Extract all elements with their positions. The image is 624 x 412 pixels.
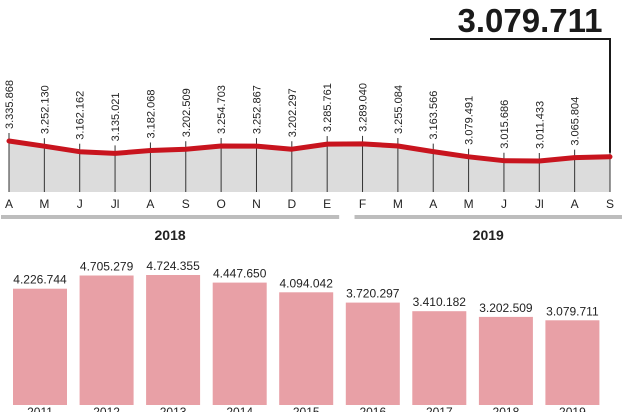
value-label: 3.015.686	[499, 100, 511, 149]
bar-value-label: 3.202.509	[479, 301, 533, 315]
year-tick-label: 2019	[559, 405, 586, 412]
month-tick-label: M	[39, 197, 49, 211]
month-tick-label: J	[77, 197, 83, 211]
year-tick-label: 2016	[359, 405, 386, 412]
month-tick-label: A	[429, 197, 437, 211]
year-tick-label: 2018	[493, 405, 520, 412]
value-label: 3.289.040	[358, 83, 370, 132]
month-tick-label: Jl	[111, 197, 120, 211]
year-bar	[79, 275, 134, 405]
month-tick-label: F	[359, 197, 366, 211]
data-point	[396, 144, 400, 148]
month-tick-label: N	[252, 197, 261, 211]
value-label: 3.255.084	[393, 85, 405, 134]
yearly-bar-chart: 4.226.744 2011 4.705.279 2012 4.724.355 2013 4…	[13, 259, 600, 412]
month-tick-label: A	[5, 197, 13, 211]
value-label: 3.135.021	[110, 92, 122, 141]
data-point	[290, 147, 294, 151]
value-label: 3.011.433	[534, 101, 546, 149]
data-point	[42, 144, 46, 148]
year-tick-label: 2015	[293, 405, 320, 412]
data-point	[7, 139, 11, 143]
value-label: 3.162.162	[75, 91, 87, 140]
bar-value-label: 4.705.279	[80, 260, 134, 274]
data-point	[431, 150, 435, 154]
year-bar	[146, 275, 201, 405]
data-point	[502, 159, 506, 163]
data-point	[361, 142, 365, 146]
data-point	[537, 159, 541, 163]
bar-value-label: 3.720.297	[346, 287, 400, 301]
month-tick-label: S	[606, 197, 614, 211]
value-label: 3.335.868	[4, 80, 16, 129]
data-point	[78, 150, 82, 154]
series-line	[6, 138, 613, 164]
year-label: 2019	[473, 227, 504, 243]
data-point	[608, 155, 612, 159]
value-label: 3.163.566	[428, 91, 440, 140]
year-tick-label: 2011	[27, 405, 53, 412]
year-tick-label: 2013	[160, 405, 187, 412]
value-label: 3.079.491	[464, 96, 476, 145]
data-point	[113, 151, 117, 155]
bar-value-label: 3.410.182	[413, 295, 467, 309]
month-tick-label: A	[146, 197, 154, 211]
data-point	[467, 155, 471, 159]
month-tick-label: S	[182, 197, 190, 211]
year-bar	[345, 302, 400, 405]
year-label: 2018	[155, 227, 186, 243]
year-tick-label: 2014	[226, 405, 253, 412]
month-tick-label: J	[501, 197, 507, 211]
headline-value: 3.079.711	[458, 2, 603, 39]
year-band	[1, 215, 340, 219]
value-label: 3.252.867	[251, 85, 263, 134]
month-tick-label: E	[323, 197, 331, 211]
headline-connector	[430, 38, 611, 153]
month-tick-label: A	[571, 197, 579, 211]
value-label: 3.202.509	[181, 88, 193, 137]
data-point	[219, 144, 223, 148]
year-bar	[279, 292, 334, 405]
data-point	[573, 156, 577, 160]
value-label: 3.202.297	[287, 88, 299, 137]
bar-value-label: 4.447.650	[213, 267, 267, 281]
month-tick-label: M	[393, 197, 403, 211]
bar-value-label: 3.079.711	[546, 304, 599, 318]
month-tick-label: Jl	[535, 197, 544, 211]
value-label: 3.252.130	[39, 85, 51, 134]
bar-value-label: 4.724.355	[146, 259, 200, 273]
data-point	[148, 148, 152, 152]
year-bar	[412, 311, 467, 405]
bar-value-label: 4.226.744	[13, 273, 67, 287]
monthly-area-chart: 3.335.868 3.252.130 3.162.162 3.135.021 3.18…	[1, 80, 622, 243]
data-point	[184, 147, 188, 151]
data-point	[325, 142, 329, 146]
month-tick-label: M	[464, 197, 474, 211]
year-band	[354, 215, 622, 219]
year-bar	[478, 316, 533, 405]
year-bar	[545, 320, 600, 405]
value-label: 3.285.761	[322, 83, 334, 132]
bar-value-label: 4.094.042	[280, 276, 334, 290]
data-point	[254, 144, 258, 148]
year-bar	[212, 282, 267, 405]
value-label: 3.065.804	[570, 97, 582, 146]
year-tick-label: 2017	[426, 405, 453, 412]
month-tick-label: D	[287, 197, 296, 211]
year-bar	[13, 288, 67, 405]
year-tick-label: 2012	[93, 405, 120, 412]
month-tick-label: O	[216, 197, 225, 211]
value-label: 3.254.703	[216, 85, 228, 134]
headline-callout: 3.079.711	[430, 2, 611, 153]
area-fill	[9, 141, 610, 192]
value-label: 3.182.068	[145, 90, 157, 139]
